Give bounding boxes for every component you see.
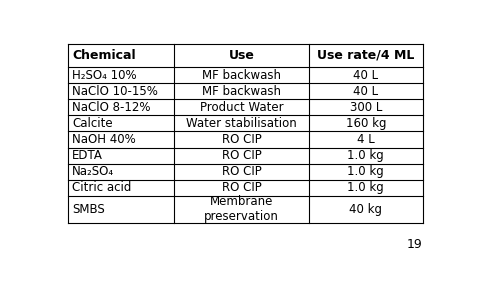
Text: Chemical: Chemical bbox=[72, 49, 136, 62]
Text: Use rate/4 ML: Use rate/4 ML bbox=[317, 49, 415, 62]
Text: Water stabilisation: Water stabilisation bbox=[186, 117, 297, 130]
Text: RO CIP: RO CIP bbox=[222, 165, 261, 178]
Text: 1.0 kg: 1.0 kg bbox=[348, 181, 384, 194]
Text: Calcite: Calcite bbox=[72, 117, 113, 130]
Text: H₂SO₄ 10%: H₂SO₄ 10% bbox=[72, 69, 137, 82]
Text: RO CIP: RO CIP bbox=[222, 181, 261, 194]
Text: NaClO 8-12%: NaClO 8-12% bbox=[72, 101, 151, 114]
Text: 160 kg: 160 kg bbox=[346, 117, 386, 130]
Text: RO CIP: RO CIP bbox=[222, 149, 261, 162]
Text: 300 L: 300 L bbox=[349, 101, 382, 114]
Text: Citric acid: Citric acid bbox=[72, 181, 132, 194]
Text: 40 kg: 40 kg bbox=[349, 203, 382, 216]
Text: Use: Use bbox=[228, 49, 254, 62]
Text: RO CIP: RO CIP bbox=[222, 133, 261, 146]
Text: 40 L: 40 L bbox=[353, 69, 378, 82]
Text: 1.0 kg: 1.0 kg bbox=[348, 165, 384, 178]
Text: Membrane
preservation: Membrane preservation bbox=[204, 195, 279, 223]
Text: Product Water: Product Water bbox=[200, 101, 283, 114]
Text: 40 L: 40 L bbox=[353, 85, 378, 98]
Text: 4 L: 4 L bbox=[357, 133, 375, 146]
Text: NaOH 40%: NaOH 40% bbox=[72, 133, 136, 146]
Text: EDTA: EDTA bbox=[72, 149, 103, 162]
Text: 1.0 kg: 1.0 kg bbox=[348, 149, 384, 162]
Text: MF backwash: MF backwash bbox=[202, 85, 281, 98]
Text: 19: 19 bbox=[407, 238, 423, 251]
Text: MF backwash: MF backwash bbox=[202, 69, 281, 82]
Text: NaClO 10-15%: NaClO 10-15% bbox=[72, 85, 158, 98]
Text: Na₂SO₄: Na₂SO₄ bbox=[72, 165, 114, 178]
Text: SMBS: SMBS bbox=[72, 203, 105, 216]
